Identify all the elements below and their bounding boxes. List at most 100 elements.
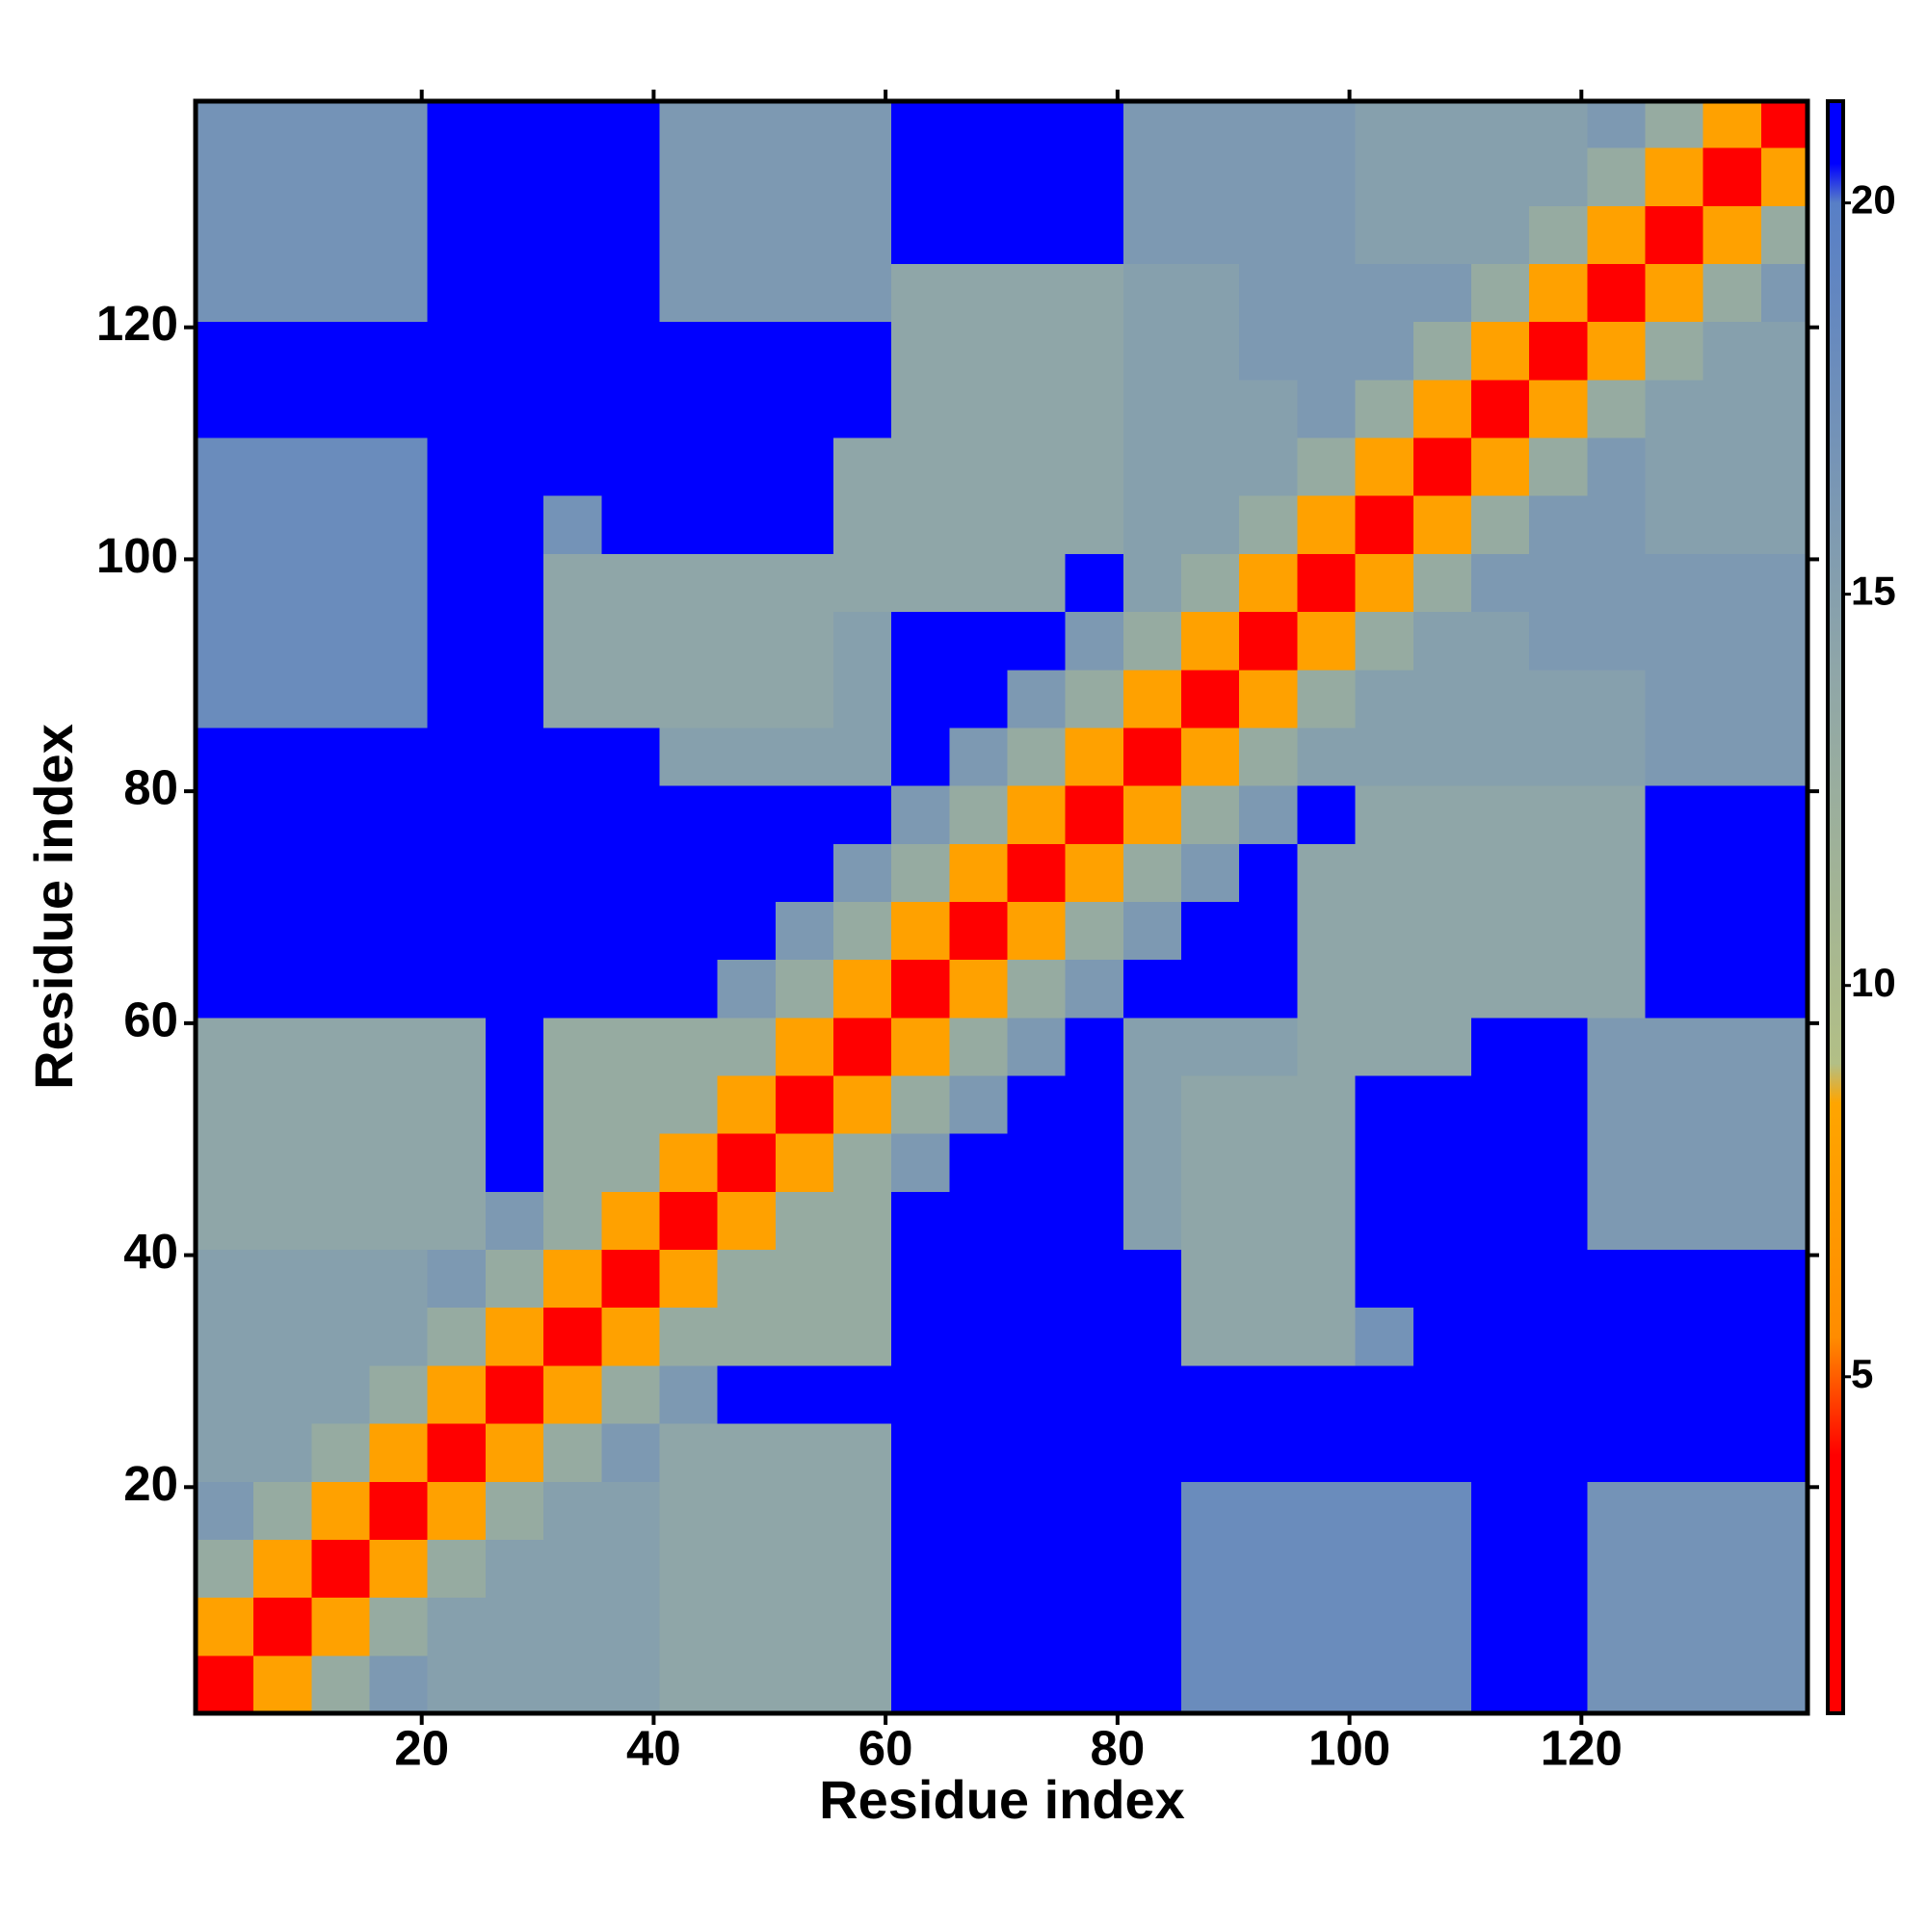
heatmap-cell [949, 321, 1009, 381]
heatmap-cell [601, 1075, 660, 1134]
heatmap-cell [1470, 379, 1530, 438]
heatmap-cell [543, 727, 602, 786]
heatmap-cell [1122, 669, 1182, 728]
heatmap-cell [775, 785, 834, 844]
heatmap-cell [253, 1539, 312, 1599]
heatmap-cell [311, 1539, 371, 1599]
heatmap-cell [485, 1075, 544, 1134]
heatmap-cell [775, 843, 834, 902]
heatmap-cell [485, 379, 544, 438]
heatmap-cell [1181, 1307, 1240, 1366]
heatmap-cell [1412, 1654, 1472, 1714]
heatmap-cell [949, 1307, 1009, 1366]
plot-frame [193, 98, 1810, 1716]
heatmap-cell [1065, 611, 1124, 671]
heatmap-cell [1239, 1481, 1298, 1540]
heatmap-cell [1703, 437, 1762, 496]
heatmap-cell [1760, 1133, 1808, 1192]
heatmap-cell [485, 1017, 544, 1076]
heatmap-cell [891, 1654, 950, 1714]
heatmap-cell [485, 1539, 544, 1599]
heatmap-cell [601, 147, 660, 206]
heatmap-cell [832, 1364, 892, 1424]
heatmap-cell [1645, 1654, 1704, 1714]
heatmap-cell [485, 785, 544, 844]
heatmap-cell [659, 1133, 719, 1192]
heatmap-cell [1065, 147, 1124, 206]
heatmap-cell [196, 495, 254, 554]
heatmap-cell [369, 1654, 429, 1714]
heatmap-cell [427, 1423, 487, 1482]
heatmap-cell [1007, 101, 1067, 148]
heatmap-cell [1239, 1075, 1298, 1134]
heatmap-cell [427, 1481, 487, 1540]
heatmap-cell [775, 495, 834, 554]
heatmap-cell [485, 263, 544, 323]
heatmap-cell [832, 263, 892, 323]
heatmap-cell [311, 263, 371, 323]
heatmap-cell [659, 727, 719, 786]
heatmap-cell [775, 1423, 834, 1482]
heatmap-cell [601, 1307, 660, 1366]
heatmap-cell [601, 843, 660, 902]
heatmap-cell [253, 101, 312, 148]
heatmap-cell [543, 1597, 602, 1656]
heatmap-cell [1645, 1249, 1704, 1309]
heatmap-cell [1065, 959, 1124, 1019]
heatmap-cell [1587, 147, 1646, 206]
heatmap-cell [485, 437, 544, 496]
heatmap-cell [1122, 553, 1182, 613]
heatmap-cell [1007, 495, 1067, 554]
heatmap-cell [427, 1191, 487, 1251]
heatmap-cell [1297, 205, 1357, 265]
heatmap-cell [1297, 1017, 1357, 1076]
heatmap-cell [1470, 1133, 1530, 1192]
heatmap-cell [1529, 1075, 1588, 1134]
heatmap-cell [427, 611, 487, 671]
heatmap-cell [1645, 1481, 1704, 1540]
heatmap-cell [1587, 379, 1646, 438]
heatmap-cell [1470, 1364, 1530, 1424]
heatmap-cell [311, 669, 371, 728]
heatmap-cell [1760, 727, 1808, 786]
heatmap-cell [1760, 147, 1808, 206]
heatmap-cell [659, 147, 719, 206]
heatmap-cell [1760, 553, 1808, 613]
heatmap-cell [775, 669, 834, 728]
heatmap-cell [485, 495, 544, 554]
heatmap-cell [717, 1075, 777, 1134]
heatmap-cell [1587, 1423, 1646, 1482]
heatmap-cell [1065, 1307, 1124, 1366]
heatmap-cell [253, 263, 312, 323]
heatmap-cell [717, 101, 777, 148]
heatmap-cell [1065, 1075, 1124, 1134]
heatmap-cell [1529, 727, 1588, 786]
heatmap-cell [369, 1075, 429, 1134]
heatmap-cell [1703, 611, 1762, 671]
heatmap-cell [485, 959, 544, 1019]
heatmap-cell [543, 1481, 602, 1540]
heatmap-cell [1007, 1654, 1067, 1714]
heatmap-cell [1239, 1249, 1298, 1309]
x-tick-label: 60 [858, 1720, 913, 1775]
heatmap-cell [949, 437, 1009, 496]
heatmap-cell [311, 437, 371, 496]
heatmap-cell [1297, 901, 1357, 961]
heatmap-cell [1239, 1423, 1298, 1482]
heatmap-cell [1065, 727, 1124, 786]
heatmap-cell [1760, 379, 1808, 438]
heatmap-cell [1412, 437, 1472, 496]
heatmap-cell [1297, 1423, 1357, 1482]
heatmap-cell [1412, 611, 1472, 671]
heatmap-cell [1122, 1654, 1182, 1714]
heatmap-cell [1007, 843, 1067, 902]
heatmap-cell [1703, 101, 1762, 148]
heatmap-cell [1587, 1133, 1646, 1192]
heatmap-cell [311, 1133, 371, 1192]
heatmap-cell [1355, 959, 1414, 1019]
heatmap-cell [1181, 727, 1240, 786]
heatmap-cell [1007, 437, 1067, 496]
heatmap-cell [1760, 1481, 1808, 1540]
heatmap-cell [311, 785, 371, 844]
